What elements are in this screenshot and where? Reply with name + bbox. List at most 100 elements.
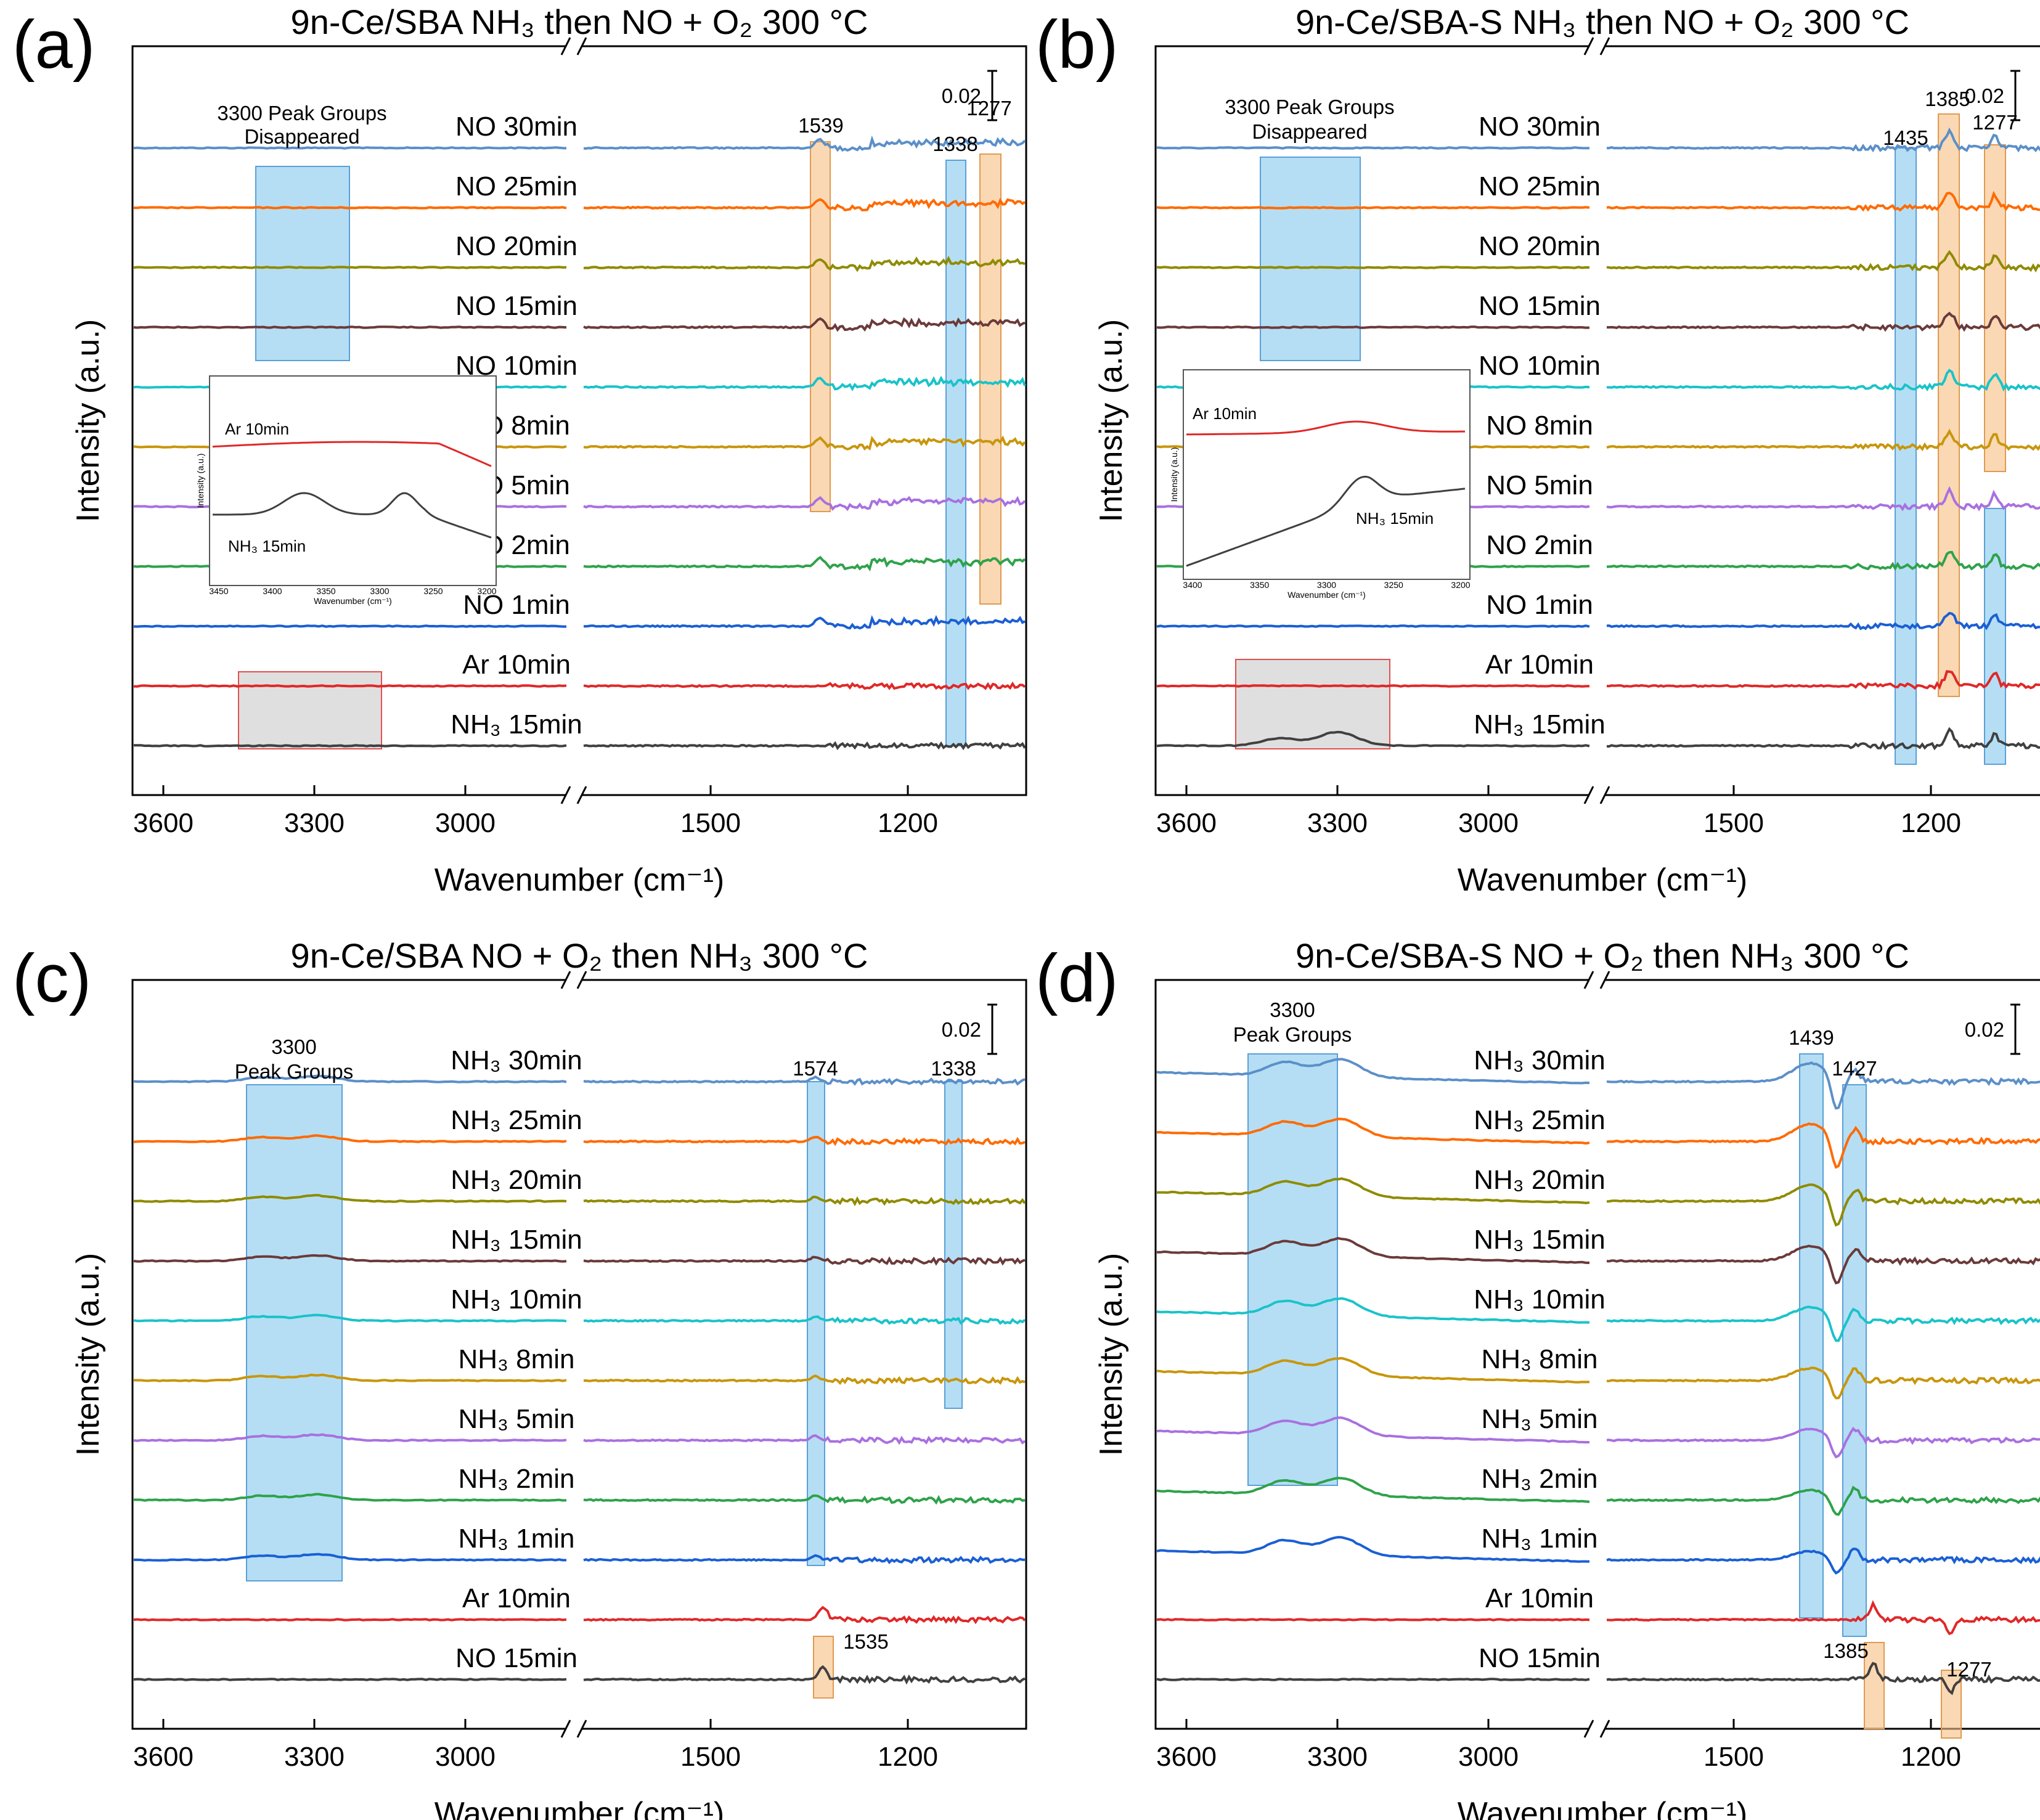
trace-line-right <box>583 375 1026 391</box>
inset-x-tick: 3250 <box>423 586 443 596</box>
axis-break-mark <box>576 971 587 989</box>
annotation: Peak Groups <box>235 1060 354 1083</box>
trace-line-left <box>133 1134 567 1143</box>
x-tick-label: 1200 <box>1901 1742 1961 1772</box>
trace-line-right <box>583 1075 1026 1086</box>
trace-line-left <box>1156 1237 1589 1264</box>
trace-line-left <box>1156 730 1590 748</box>
trace-line-right <box>583 1494 1026 1505</box>
trace-label: NO 1min <box>1486 590 1593 620</box>
trace-line-left <box>133 1313 567 1323</box>
trace-line-right <box>1606 1061 2040 1110</box>
trace-line-right <box>1606 486 2040 512</box>
y-axis-label: Intensity (a.u.) <box>1093 319 1129 522</box>
y-axis-label: Intensity (a.u.) <box>70 319 106 522</box>
x-axis-label: Wavenumber (cm⁻¹) <box>1458 862 1747 898</box>
x-axis-label: Wavenumber (cm⁻¹) <box>435 862 724 898</box>
inset-label-ar: Ar 10min <box>1193 404 1257 423</box>
trace-line-left <box>133 1194 567 1203</box>
trace-line-right <box>583 255 1026 272</box>
trace-label: NO 30min <box>455 112 577 142</box>
axis-break-mark <box>560 37 571 55</box>
annotation: 1427 <box>1832 1057 1877 1080</box>
axis-break-mark <box>576 786 587 804</box>
inset-x-tick: 3200 <box>477 586 496 596</box>
trace-label: NH₃ 8min <box>1481 1344 1597 1374</box>
trace-label: NO 15min <box>455 1643 577 1673</box>
trace-label: NH₃ 1min <box>458 1524 574 1554</box>
x-tick-label: 1500 <box>680 808 741 838</box>
annotation: 1574 <box>793 1057 838 1080</box>
axis-break-mark <box>1599 786 1610 804</box>
panel-a: (a) 9n-Ce/SBA NH₃ then NO + O₂ 300 °C 3600… <box>12 2 1027 898</box>
highlight-3300 <box>1247 1053 1338 1486</box>
inset-label-nh3: NH₃ 15min <box>228 537 306 555</box>
inset-x-tick: 3300 <box>1317 580 1336 590</box>
axis-break-mark <box>560 971 571 989</box>
inset-frame <box>209 375 497 586</box>
inset-y-label: Intensity (a.u.) <box>1169 447 1179 502</box>
trace-line-right <box>583 681 1026 690</box>
scale-bar-label: 0.02 <box>942 84 981 107</box>
trace-line-left <box>134 1493 567 1502</box>
trace-line-right <box>1606 1662 2040 1696</box>
trace-line-right <box>1606 1427 2040 1459</box>
trace-label: NO 25min <box>1479 171 1601 202</box>
highlight-3300 <box>246 1084 343 1581</box>
trace-line-left <box>1156 1416 1590 1444</box>
trace-label: NO 1min <box>463 590 570 620</box>
annotation: 1338 <box>932 133 977 155</box>
annotation: 3300 Peak Groups <box>1225 96 1394 118</box>
x-tick-label: 1200 <box>878 808 938 838</box>
trace-line-right <box>1607 311 2040 332</box>
inset-trace-nh3 <box>213 492 492 539</box>
chart-title: 9n-Ce/SBA NO + O₂ then NH₃ 300 °C <box>291 936 868 975</box>
inset-x-tick: 3400 <box>263 586 282 596</box>
highlight-inset-source <box>1235 659 1390 749</box>
trace-line-right <box>1606 369 2040 392</box>
highlight-3300 <box>255 166 350 361</box>
annotation: 3300 Peak Groups <box>217 102 386 124</box>
panel-label: (c) <box>12 941 91 1016</box>
annotation: 1539 <box>798 114 843 137</box>
trace-label: NH₃ 20min <box>451 1165 582 1195</box>
axis-break-gap <box>1589 43 1605 799</box>
trace-label: Ar 10min <box>1485 1583 1594 1614</box>
trace-line-right <box>583 1606 1026 1625</box>
trace-line-right <box>583 1665 1026 1685</box>
trace-label: NH₃ 25min <box>1474 1105 1605 1135</box>
x-tick-label: 3600 <box>133 1742 194 1772</box>
trace-label: NH₃ 1min <box>1481 1524 1597 1554</box>
highlight-1338 <box>945 160 966 746</box>
highlight-1574 <box>807 1081 825 1566</box>
trace-label: NO 20min <box>455 231 577 261</box>
panel-label: (d) <box>1035 941 1118 1016</box>
scale-bar-label: 0.02 <box>1965 1018 2004 1041</box>
x-tick-label: 1500 <box>1703 808 1764 838</box>
trace-label: NH₃ 30min <box>451 1045 582 1075</box>
x-tick-label: 1500 <box>680 1742 741 1772</box>
annotation: 1535 <box>843 1630 888 1653</box>
x-tick-label: 1200 <box>1901 808 1961 838</box>
trace-label: Ar 10min <box>462 1583 571 1614</box>
annotation: 1338 <box>931 1057 976 1080</box>
trace-label: NH₃ 15min <box>1474 709 1605 740</box>
axis-break-mark <box>560 1720 571 1738</box>
trace-label: NO 2min <box>1486 530 1593 560</box>
trace-line-right <box>1606 550 2040 571</box>
inset: Ar 10min NH₃ 15min Intensity (a.u.) Wavenum… <box>1169 369 1471 600</box>
panel-label: (b) <box>1035 7 1118 83</box>
trace-label: Ar 10min <box>462 650 571 680</box>
trace-line-right <box>1607 1366 2040 1400</box>
axis-break-mark <box>1583 37 1594 55</box>
annotation: Disappeared <box>1252 120 1367 143</box>
trace-line-right <box>1606 1183 2040 1227</box>
trace-line-right <box>583 197 1026 212</box>
trace-label: NH₃ 8min <box>458 1344 574 1374</box>
axis-break-mark <box>1583 1720 1594 1738</box>
x-tick-label: 3000 <box>435 808 496 838</box>
inset-label-ar: Ar 10min <box>225 420 289 438</box>
inset-x-tick: 3400 <box>1183 580 1202 590</box>
x-tick-label: 3300 <box>284 1742 345 1772</box>
trace-label: NO 25min <box>455 171 577 202</box>
